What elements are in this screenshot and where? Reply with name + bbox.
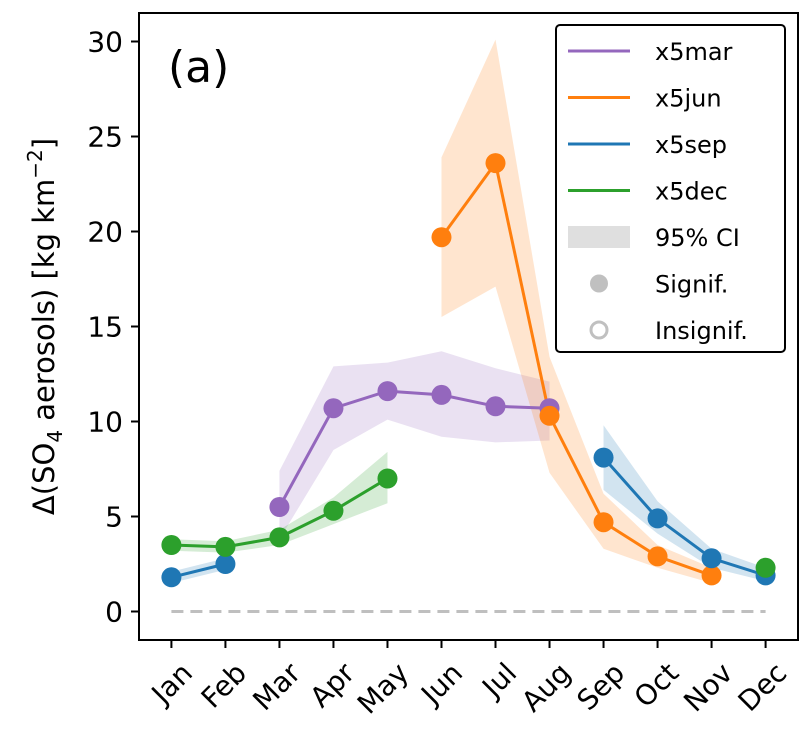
y-tick-label: 20 (87, 216, 123, 249)
point-x5mar-jun (431, 384, 452, 405)
point-x5sep-sep (593, 447, 614, 468)
point-x5sep-jan (161, 567, 182, 588)
y-tick-label: 0 (105, 596, 123, 629)
x-tick-label: Aug (515, 656, 577, 718)
x-tick-label: Jun (413, 656, 469, 712)
legend-swatch-ci (568, 226, 630, 248)
series-line-x5sep (602, 456, 767, 577)
x-tick-label: Jan (144, 656, 199, 711)
x-tick-label: Mar (246, 656, 307, 717)
legend-label-x5mar: x5mar (655, 38, 733, 66)
ci-band-x5jun (441, 39, 712, 584)
y-label-prefix: Δ(SO (27, 443, 61, 515)
legend-swatch-insignif (589, 320, 609, 340)
legend-swatch-signif (590, 274, 608, 293)
x-tick-label: Dec (732, 656, 794, 718)
y-label-middle: aerosols) [kg km (27, 179, 61, 430)
point-x5dec-dec (755, 557, 776, 578)
point-x5dec-mar (269, 527, 290, 548)
point-x5mar-apr (323, 398, 344, 419)
legend-label-x5dec: x5dec (655, 178, 728, 206)
point-x5mar-mar (269, 497, 290, 517)
panel-label: (a) (168, 42, 229, 93)
ci-band-x5mar (279, 351, 550, 540)
legend-label-x5sep: x5sep (655, 131, 727, 159)
x-tick-label: May (351, 656, 415, 720)
y-axis-label: Δ(SO4 aerosols) [kg km−2] (23, 138, 67, 515)
point-x5mar-jul (485, 396, 506, 417)
legend-label-insignif: Insignif. (655, 317, 748, 345)
point-x5sep-oct (647, 508, 668, 529)
y-tick-label: 30 (87, 26, 123, 59)
legend-label-x5jun: x5jun (655, 85, 722, 113)
y-label-subscript: 4 (43, 430, 67, 443)
y-label-suffix: ] (27, 138, 61, 149)
y-tick-label: 5 (105, 501, 123, 534)
series-markers (161, 153, 776, 588)
legend: x5mar x5jun x5sep x5dec 95% CI Signif. Insigni… (555, 24, 786, 353)
x-tick-label: Nov (677, 656, 739, 718)
point-x5jun-jul (485, 153, 506, 174)
legend-box (555, 24, 786, 353)
point-x5dec-jan (161, 535, 182, 555)
point-x5sep-feb (215, 554, 236, 574)
point-x5sep-nov (701, 548, 722, 569)
x-tick-label: Feb (195, 656, 253, 714)
point-x5jun-aug (539, 405, 560, 426)
point-x5mar-may (377, 381, 398, 402)
point-x5jun-oct (647, 546, 668, 567)
x-tick-label: Sep (571, 656, 632, 717)
x-tick-label: Apr (304, 656, 362, 714)
y-tick-label: 10 (87, 406, 123, 439)
legend-label-signif: Signif. (655, 271, 728, 299)
point-x5jun-sep (593, 512, 614, 533)
y-tick-label: 25 (87, 121, 123, 154)
y-tick-label: 15 (87, 311, 123, 344)
x-tick-label: Oct (628, 656, 686, 714)
y-label-superscript: −2 (23, 149, 47, 178)
point-x5dec-may (377, 468, 398, 489)
point-x5jun-jun (431, 227, 452, 248)
x-tick-label: Jul (475, 656, 524, 705)
point-x5dec-feb (215, 536, 236, 557)
point-x5dec-apr (323, 500, 344, 521)
ci-band-x5sep (603, 425, 766, 582)
point-x5jun-nov (701, 565, 722, 586)
legend-label-ci: 95% CI (655, 224, 740, 252)
